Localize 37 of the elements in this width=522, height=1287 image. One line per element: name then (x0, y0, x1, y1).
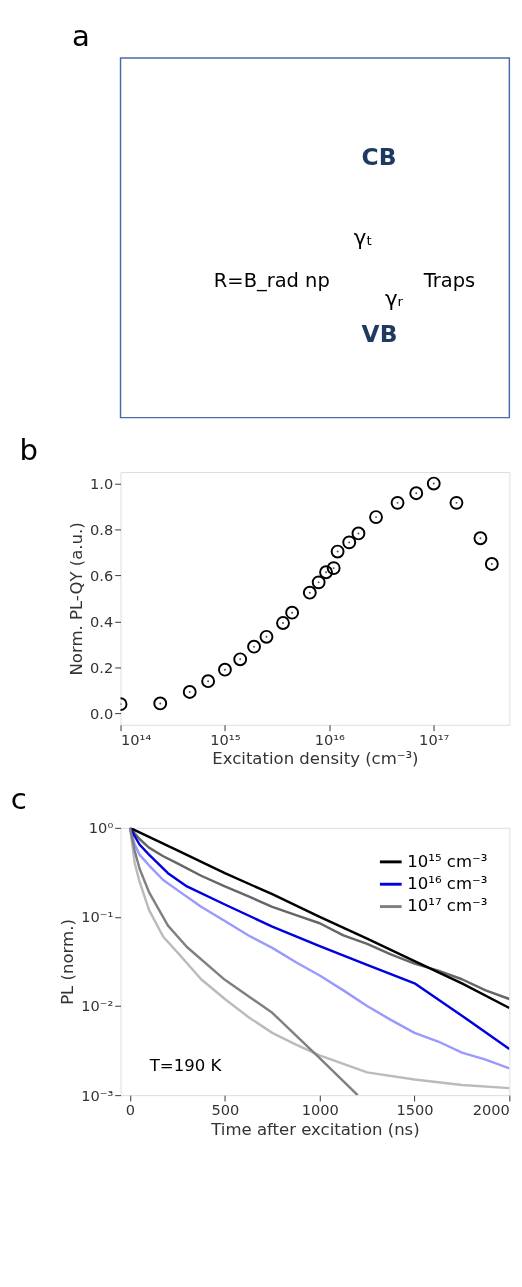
legend-label: 10¹⁵ cm⁻³ (407, 851, 488, 871)
chart-title: b (19, 433, 39, 468)
y-tick-label: 0.8 (90, 520, 114, 538)
legend-label: 10¹⁷ cm⁻³ (407, 896, 488, 916)
annotation: T=190 K (148, 1055, 223, 1075)
text: γₜ (353, 224, 373, 250)
y-tick-label: 10⁰ (88, 819, 114, 837)
x-tick-label: 10¹⁶ (314, 730, 346, 748)
x-tick-label: 2000 (472, 1101, 510, 1119)
line-series (128, 827, 359, 1096)
y-tick-label: 0.4 (90, 612, 114, 630)
y-tick-label: 1.0 (90, 474, 114, 492)
text: CB (361, 143, 397, 171)
y-tick-label: 0.2 (90, 658, 114, 676)
x-axis-title: Excitation density (cm⁻³) (212, 749, 419, 769)
x-tick-label: 500 (211, 1101, 240, 1119)
text: VB (361, 319, 398, 347)
y-tick-label: 0.0 (90, 704, 114, 722)
text: a (71, 19, 90, 54)
x-tick-label: 10¹⁴ (121, 730, 152, 748)
text: Traps (422, 268, 476, 292)
x-axis-title: Time after excitation (ns) (210, 1119, 420, 1139)
x-tick-label: 0 (125, 1101, 136, 1119)
y-tick-label: 10⁻¹ (81, 908, 114, 926)
y-axis-title: PL (norm.) (58, 919, 78, 1005)
x-tick-label: 1000 (301, 1101, 339, 1119)
text: γᵣ (384, 285, 404, 311)
legend-label: 10¹⁶ cm⁻³ (407, 874, 488, 894)
x-tick-label: 10¹⁷ (419, 730, 450, 748)
y-tick-label: 10⁻³ (81, 1086, 114, 1104)
text: R=B_rad np (213, 268, 330, 292)
x-tick-label: 1500 (396, 1101, 434, 1119)
y-tick-label: 0.6 (90, 566, 114, 584)
y-tick-label: 10⁻² (81, 997, 114, 1015)
chart-title: c (10, 782, 27, 817)
y-axis-title: Norm. PL-QY (a.u.) (67, 522, 87, 676)
x-tick-label: 10¹⁵ (210, 730, 241, 748)
